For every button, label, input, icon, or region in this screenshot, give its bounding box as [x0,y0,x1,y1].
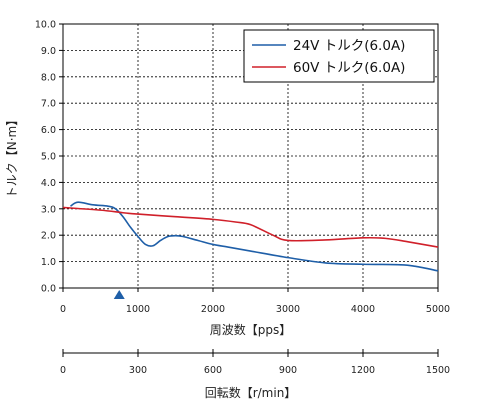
x-axis-label: 周波数【pps】 [210,322,292,337]
x-tick-label: 4000 [351,304,375,315]
x-tick-label: 0 [60,304,66,315]
x-axis-ticks: 0 1000 2000 3000 4000 5000 [60,288,450,315]
secondary-tick-label: 1200 [351,365,375,376]
secondary-tick-label: 300 [129,365,147,376]
series-line-60v [62,206,439,248]
secondary-tick-label: 600 [204,365,222,376]
secondary-tick-label: 1500 [426,365,450,376]
y-tick-label: 0.0 [41,284,56,295]
legend-label-60v: 60V トルク(6.0A) [293,60,405,76]
y-tick-label: 2.0 [41,231,56,242]
y-axis-label: トルク【N·m】 [5,114,19,198]
legend-box [243,29,435,83]
series [62,201,439,272]
y-tick-label: 5.0 [41,152,56,163]
y-tick-label: 10.0 [35,20,56,31]
y-tick-label: 8.0 [41,72,56,83]
y-tick-label: 4.0 [41,178,56,189]
y-tick-label: 1.0 [41,257,56,268]
marker-triangle [113,290,125,299]
secondary-axis-label: 回転数【r/min】 [205,385,297,400]
y-tick-label: 7.0 [41,99,56,110]
x-tick-label: 5000 [426,304,450,315]
x-tick-label: 3000 [276,304,300,315]
y-tick-label: 6.0 [41,125,56,136]
legend: 24V トルク(6.0A) 60V トルク(6.0A) [243,29,435,83]
y-axis-ticks: 0.0 1.0 2.0 3.0 4.0 5.0 6.0 7.0 8.0 9.0 10.0 [35,20,63,295]
x-tick-label: 2000 [201,304,225,315]
secondary-axis: 0 300 600 900 1200 1500 [60,349,450,376]
x-tick-label: 1000 [126,304,150,315]
y-tick-label: 9.0 [41,46,56,57]
series-line-24v [70,201,439,272]
y-tick-label: 3.0 [41,204,56,215]
secondary-tick-label: 900 [279,365,297,376]
secondary-tick-label: 0 [60,365,66,376]
markers [113,290,125,299]
legend-label-24v: 24V トルク(6.0A) [293,38,405,54]
